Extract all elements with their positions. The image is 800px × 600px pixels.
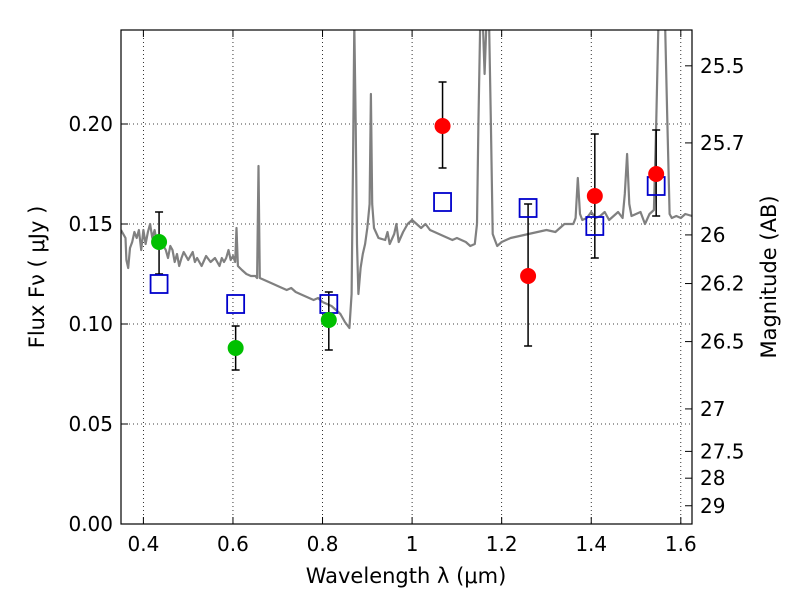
data-point-marker — [648, 166, 665, 182]
model-square-marker — [226, 294, 246, 314]
y2-tick-label: 25.5 — [700, 54, 745, 78]
y2-tick-label: 27 — [700, 397, 725, 421]
x-tick-label: 1.6 — [665, 532, 697, 556]
y-tick-label: 0.20 — [68, 112, 113, 136]
y2-axis-ticks: 25.5 25.7 26 26.2 26.5 27 27.5 28 29 — [685, 54, 745, 518]
y2-tick-label: 26 — [700, 223, 725, 247]
model-square-marker — [518, 198, 538, 218]
data-point-marker — [320, 312, 337, 328]
model-square-marker — [149, 274, 169, 294]
data-point-marker — [227, 340, 244, 356]
model-square-marker — [585, 216, 605, 236]
x-axis-title: Wavelength λ (μm) — [306, 564, 507, 588]
y2-tick-label: 27.5 — [700, 439, 745, 463]
x-tick-label: 0.4 — [127, 532, 159, 556]
data-point-marker — [586, 188, 603, 204]
y-tick-label: 0.10 — [68, 312, 113, 336]
x-tick-label: 1 — [406, 532, 419, 556]
plot-frame — [120, 29, 693, 525]
y2-tick-label: 28 — [700, 466, 725, 490]
y2-axis-title: Magnitude (AB) — [757, 195, 781, 358]
y-tick-label: 0.05 — [68, 412, 113, 436]
y2-tick-label: 26.5 — [700, 330, 745, 354]
y-axis-title: Flux Fν ( μJy ) — [25, 206, 49, 349]
data-markers — [149, 118, 666, 356]
data-point-marker — [434, 118, 451, 134]
y2-tick-label: 25.7 — [700, 131, 745, 155]
x-tick-label: 1.2 — [486, 532, 518, 556]
y-axis-ticks: 0.00 0.05 0.10 0.15 0.20 — [68, 112, 128, 536]
y2-tick-label: 29 — [700, 494, 725, 518]
y2-tick-label: 26.2 — [700, 272, 745, 296]
x-axis-ticks: 0.4 0.6 0.8 1 1.2 1.4 1.6 — [127, 30, 697, 556]
y-tick-label: 0.15 — [68, 212, 113, 236]
model-spectrum — [121, 30, 692, 330]
data-point-marker — [151, 234, 168, 250]
spectrum-line — [121, 30, 692, 330]
x-tick-label: 1.4 — [575, 532, 607, 556]
x-tick-label: 0.8 — [307, 532, 339, 556]
plot-background — [121, 30, 692, 524]
y-tick-label: 0.00 — [68, 512, 113, 536]
data-point-marker — [520, 268, 537, 284]
x-tick-label: 0.6 — [217, 532, 249, 556]
model-square-marker — [433, 192, 452, 212]
